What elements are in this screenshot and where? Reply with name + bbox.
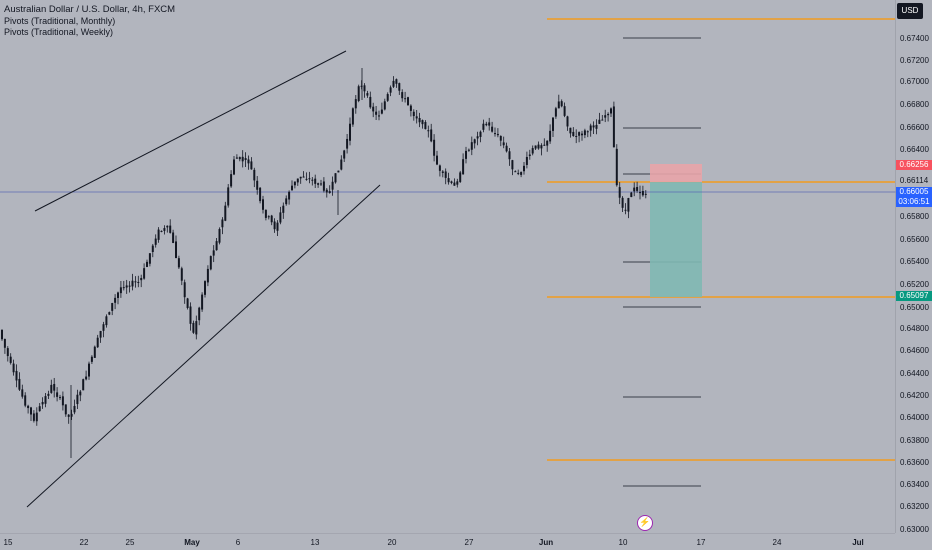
price-tick-label: 0.64600 xyxy=(900,346,929,355)
time-tick-label: 27 xyxy=(465,538,474,547)
time-tick-label: 10 xyxy=(619,538,628,547)
price-tick-label: 0.67000 xyxy=(900,77,929,86)
time-tick-label: 13 xyxy=(311,538,320,547)
price-tick-label: 0.63200 xyxy=(900,502,929,511)
stop-loss-zone[interactable] xyxy=(650,164,702,182)
price-tick-label: 0.63800 xyxy=(900,436,929,445)
pivot-lines xyxy=(547,18,895,487)
trendlines[interactable] xyxy=(26,50,381,508)
chart-legend: Australian Dollar / U.S. Dollar, 4h, FXC… xyxy=(4,4,175,39)
price-tick-label: 0.65200 xyxy=(900,280,929,289)
entry-price-tag: 0.66114 xyxy=(896,176,932,186)
time-tick-label: 6 xyxy=(236,538,241,547)
time-tick-label: 25 xyxy=(126,538,135,547)
price-tick-label: 0.63600 xyxy=(900,458,929,467)
indicator-weekly-pivots[interactable]: Pivots (Traditional, Weekly) xyxy=(4,27,114,37)
last-price-value: 0.66005 xyxy=(899,187,929,196)
stop-price-tag: 0.66256 xyxy=(896,160,932,170)
time-axis[interactable]: 15 22 25 May 6 13 20 27 Jun 10 17 24 Jul xyxy=(0,533,895,548)
last-price-tag: 0.66005 03:06:51 xyxy=(896,187,932,207)
time-tick-label: Jul xyxy=(852,538,864,547)
price-tick-label: 0.64400 xyxy=(900,369,929,378)
symbol-title[interactable]: Australian Dollar / U.S. Dollar, 4h, FXC… xyxy=(4,4,176,15)
time-tick-label: May xyxy=(184,538,200,547)
lightning-icon[interactable]: ⚡ xyxy=(637,515,653,531)
price-tick-label: 0.63000 xyxy=(900,525,929,534)
price-tick-label: 0.65800 xyxy=(900,212,929,221)
long-short-position[interactable] xyxy=(650,164,702,297)
time-tick-label: 17 xyxy=(697,538,706,547)
time-tick-label: 22 xyxy=(80,538,89,547)
price-axis[interactable]: 0.67400 0.67200 0.67000 0.66800 0.66600 0.664… xyxy=(895,0,930,534)
price-tick-label: 0.65600 xyxy=(900,235,929,244)
price-tick-label: 0.63400 xyxy=(900,480,929,489)
currency-button[interactable]: USD xyxy=(897,3,923,19)
price-tick-label: 0.66800 xyxy=(900,100,929,109)
price-tick-label: 0.64200 xyxy=(900,391,929,400)
trendline-upper[interactable] xyxy=(34,50,347,212)
time-tick-label: 24 xyxy=(773,538,782,547)
take-profit-zone[interactable] xyxy=(650,182,702,297)
indicator-monthly-pivots[interactable]: Pivots (Traditional, Monthly) xyxy=(4,15,116,26)
price-tick-label: 0.65000 xyxy=(900,303,929,312)
price-tick-label: 0.64000 xyxy=(900,413,929,422)
price-tick-label: 0.66600 xyxy=(900,123,929,132)
time-tick-label: 20 xyxy=(388,538,397,547)
price-tick-label: 0.66400 xyxy=(900,145,929,154)
price-tick-label: 0.67400 xyxy=(900,34,929,43)
price-tick-label: 0.65400 xyxy=(900,257,929,266)
trendline-lower[interactable] xyxy=(26,184,381,508)
candlestick-series xyxy=(1,68,647,458)
target-price-tag: 0.65097 xyxy=(896,291,932,301)
price-tick-label: 0.64800 xyxy=(900,324,929,333)
time-tick-label: 15 xyxy=(4,538,13,547)
price-tick-label: 0.67200 xyxy=(900,56,929,65)
bar-countdown: 03:06:51 xyxy=(898,197,930,206)
time-tick-label: Jun xyxy=(539,538,553,547)
